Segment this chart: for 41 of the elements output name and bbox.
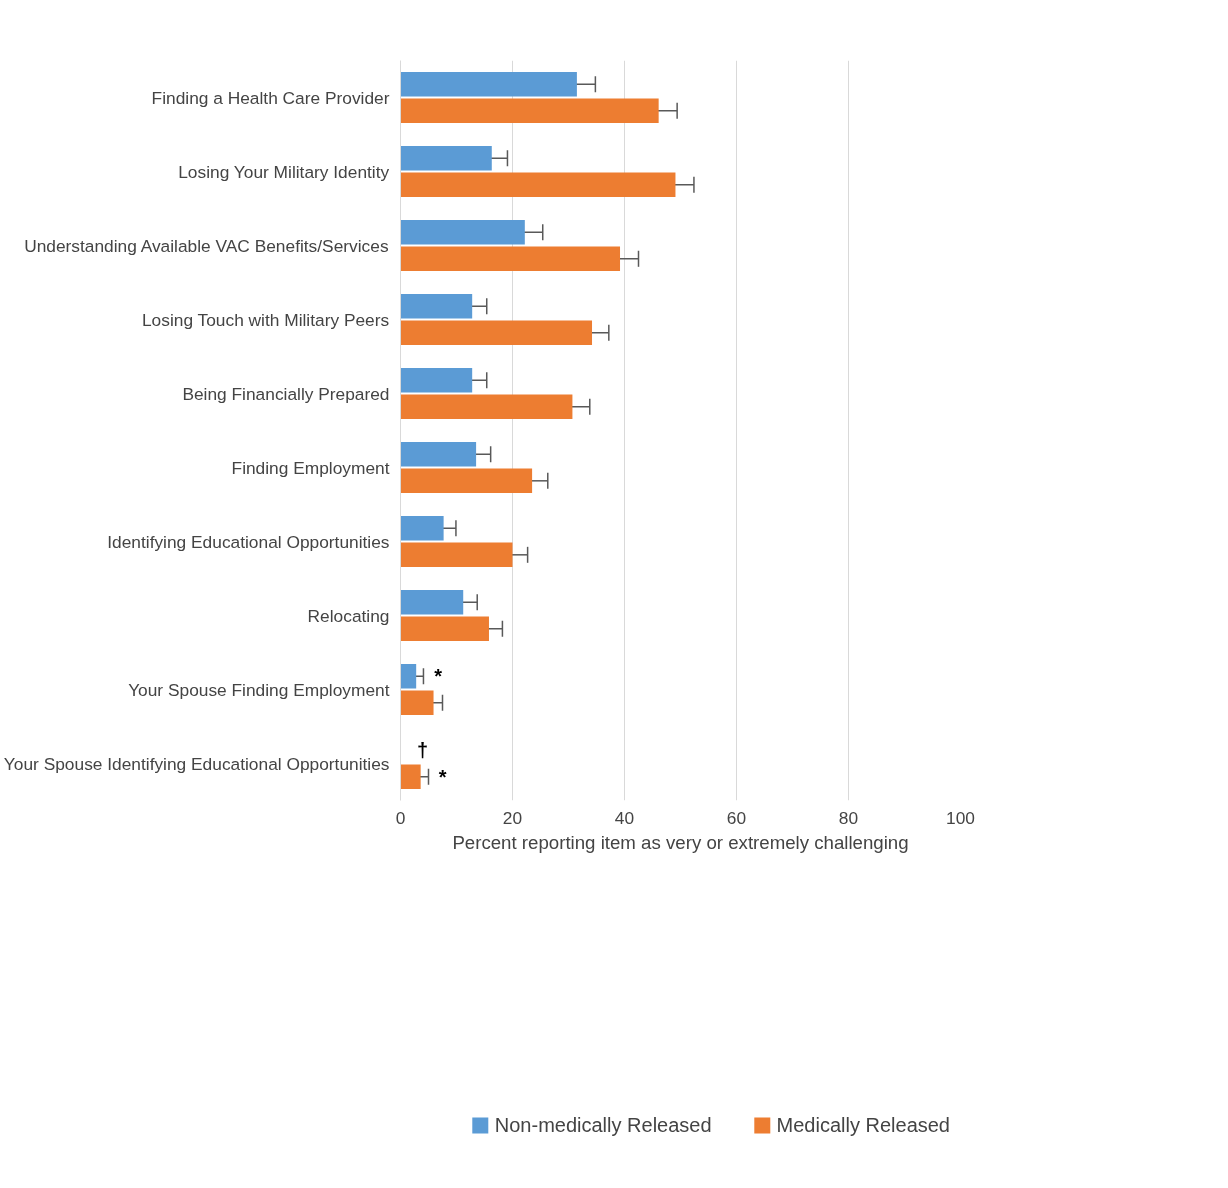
bar [400, 515, 444, 541]
y-tick-label: Identifying Educational Opportunities [107, 531, 390, 552]
legend-label: Non-medically Released [494, 1113, 712, 1137]
bar [400, 293, 473, 319]
bar [400, 320, 593, 346]
bar [400, 690, 434, 716]
bar [400, 71, 577, 97]
annotation: * [438, 765, 447, 788]
x-tick-label: 80 [838, 807, 859, 828]
y-tick-label: Being Financially Prepared [182, 383, 390, 404]
bar [400, 219, 525, 245]
bar [400, 98, 659, 124]
x-tick-label: 20 [502, 807, 523, 828]
y-tick-label: Your Spouse Finding Employment [128, 679, 390, 700]
bar [400, 394, 573, 420]
bar [400, 663, 417, 689]
y-tick-label: Finding Employment [231, 457, 390, 478]
bar [400, 542, 513, 568]
x-tick-label: 100 [946, 807, 975, 828]
y-tick-label: Losing Your Military Identity [178, 161, 390, 182]
bar [400, 468, 533, 494]
bar [400, 764, 421, 790]
bar [400, 616, 489, 642]
x-tick-label: 0 [395, 807, 406, 828]
y-tick-label: Losing Touch with Military Peers [141, 309, 390, 330]
bar [400, 441, 477, 467]
bar [400, 246, 621, 272]
x-axis-title: Percent reporting item as very or extremely challenging [452, 831, 909, 853]
bar [400, 145, 492, 171]
y-tick-label: Understanding Available VAC Benefits/Services [24, 235, 389, 256]
bar [400, 589, 464, 615]
annotation: * [434, 665, 443, 688]
legend-label: Medically Released [776, 1113, 950, 1137]
bar [400, 172, 676, 198]
y-tick-label: Relocating [307, 605, 390, 626]
annotation: † [416, 739, 429, 762]
y-tick-label: Your Spouse Identifying Educational Opportunities [3, 753, 390, 774]
y-tick-label: Finding a Health Care Provider [151, 87, 390, 108]
x-tick-label: 40 [614, 807, 635, 828]
x-tick-label: 60 [726, 807, 747, 828]
bar [400, 367, 473, 393]
